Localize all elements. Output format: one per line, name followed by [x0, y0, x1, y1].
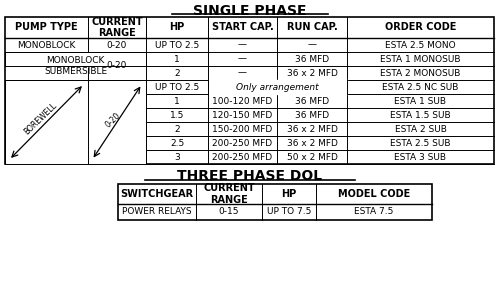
Text: CURRENT
RANGE: CURRENT RANGE [203, 183, 255, 205]
Text: —: — [308, 40, 316, 50]
Text: ESTA 7.5: ESTA 7.5 [354, 208, 394, 216]
Text: POWER RELAYS: POWER RELAYS [122, 208, 192, 216]
Text: 36 x 2 MFD: 36 x 2 MFD [286, 139, 338, 147]
Text: Only arrangement: Only arrangement [236, 82, 319, 92]
Text: 150-200 MFD: 150-200 MFD [212, 125, 272, 133]
Text: MODEL CODE: MODEL CODE [338, 189, 410, 199]
Text: 0-20: 0-20 [104, 111, 122, 129]
Text: 50 x 2 MFD: 50 x 2 MFD [286, 153, 338, 161]
Text: ESTA 1.5 SUB: ESTA 1.5 SUB [390, 110, 451, 119]
Text: 36 x 2 MFD: 36 x 2 MFD [286, 125, 338, 133]
Text: 2: 2 [174, 68, 180, 78]
Text: MONOBLOCK: MONOBLOCK [18, 40, 76, 50]
Text: MONOBLOCK
SUBMERSIBLE: MONOBLOCK SUBMERSIBLE [44, 56, 107, 76]
Text: 0-15: 0-15 [219, 208, 240, 216]
Text: ESTA 2 MONOSUB: ESTA 2 MONOSUB [380, 68, 460, 78]
Text: 1: 1 [174, 96, 180, 105]
Text: 1.5: 1.5 [170, 110, 184, 119]
Text: —: — [238, 40, 247, 50]
Text: BOREWELL: BOREWELL [22, 101, 59, 137]
Text: ESTA 1 SUB: ESTA 1 SUB [394, 96, 446, 105]
Text: 36 MFD: 36 MFD [295, 54, 329, 64]
Text: THREE PHASE DOL: THREE PHASE DOL [178, 169, 322, 183]
Text: ESTA 2.5 SUB: ESTA 2.5 SUB [390, 139, 451, 147]
Text: UP TO 2.5: UP TO 2.5 [155, 40, 199, 50]
Text: HP: HP [282, 189, 296, 199]
Text: SWITCHGEAR: SWITCHGEAR [120, 189, 194, 199]
Text: SINGLE PHASE: SINGLE PHASE [193, 4, 307, 18]
Text: 200-250 MFD: 200-250 MFD [212, 153, 272, 161]
Text: 3: 3 [174, 153, 180, 161]
Text: 200-250 MFD: 200-250 MFD [212, 139, 272, 147]
Text: 2.5: 2.5 [170, 139, 184, 147]
Text: ESTA 3 SUB: ESTA 3 SUB [394, 153, 446, 161]
Text: —: — [238, 68, 247, 78]
Text: ORDER CODE: ORDER CODE [385, 22, 456, 33]
Text: ESTA 2.5 MONO: ESTA 2.5 MONO [385, 40, 456, 50]
Text: 2: 2 [174, 125, 180, 133]
Text: 1: 1 [174, 54, 180, 64]
Text: 36 MFD: 36 MFD [295, 96, 329, 105]
Text: ESTA 2 SUB: ESTA 2 SUB [394, 125, 446, 133]
Bar [118, 184, 432, 220]
Text: 0-20: 0-20 [107, 40, 127, 50]
Text: UP TO 7.5: UP TO 7.5 [267, 208, 311, 216]
Text: ESTA 1 MONOSUB: ESTA 1 MONOSUB [380, 54, 461, 64]
Text: 100-120 MFD: 100-120 MFD [212, 96, 272, 105]
Text: ESTA 2.5 NC SUB: ESTA 2.5 NC SUB [382, 82, 458, 92]
Text: RUN CAP.: RUN CAP. [286, 22, 338, 33]
Text: HP: HP [170, 22, 184, 33]
Text: CURRENT
RANGE: CURRENT RANGE [91, 17, 143, 38]
Bar [5, 17, 494, 164]
Text: —: — [238, 54, 247, 64]
Text: 0-20: 0-20 [107, 61, 127, 71]
Text: UP TO 2.5: UP TO 2.5 [155, 82, 199, 92]
Text: START CAP.: START CAP. [212, 22, 274, 33]
Text: 120-150 MFD: 120-150 MFD [212, 110, 272, 119]
Text: PUMP TYPE: PUMP TYPE [15, 22, 78, 33]
Text: 36 MFD: 36 MFD [295, 110, 329, 119]
Text: 36 x 2 MFD: 36 x 2 MFD [286, 68, 338, 78]
